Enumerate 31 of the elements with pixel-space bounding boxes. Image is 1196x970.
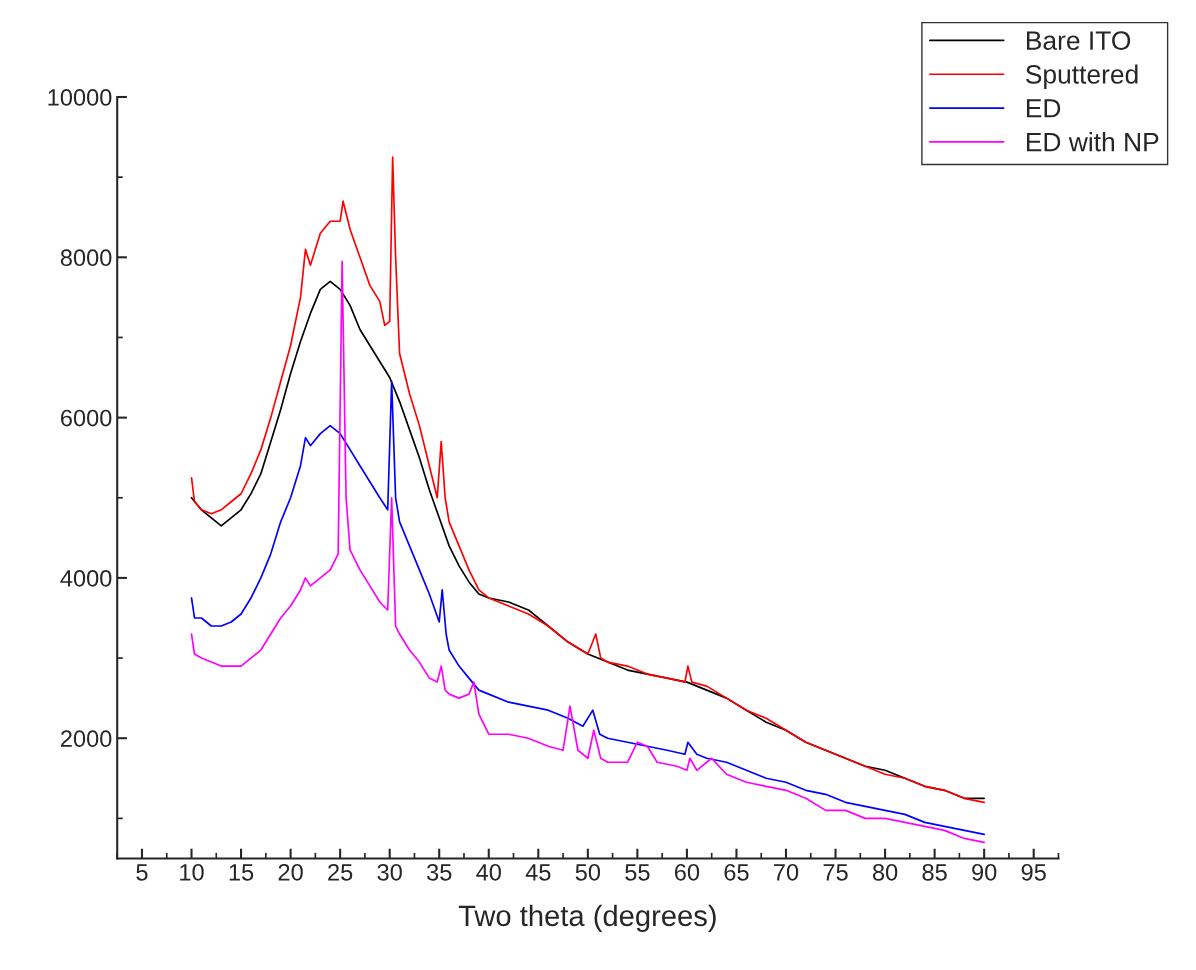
x-tick-label: 15	[229, 864, 254, 881]
x-tick-label: 70	[774, 863, 799, 881]
x-tick-label: 95	[1021, 863, 1046, 881]
x-tick-label: 30	[377, 863, 402, 881]
legend-label: ED	[1026, 99, 1061, 118]
x-tick-label: 20	[278, 863, 303, 881]
x-tick-label: 75	[823, 864, 848, 881]
y-tick-label: 8000	[60, 249, 112, 267]
x-tick-label: 25	[328, 863, 353, 881]
x-tick-label: 65	[724, 863, 749, 881]
legend-label: Bare ITO	[1026, 31, 1131, 50]
x-tick-label: 5	[136, 864, 148, 881]
x-tick-label: 80	[872, 863, 898, 881]
legend-label: ED with NP	[1026, 132, 1159, 152]
x-axis-title: Two theta (degrees)	[458, 904, 716, 932]
y-tick-label: 2000	[61, 730, 112, 748]
y-tick-label: 6000	[61, 409, 112, 427]
line-series	[190, 156, 985, 804]
x-tick-label: 55	[625, 864, 650, 881]
y-tick-label: 4000	[60, 569, 112, 587]
line-series	[190, 380, 985, 836]
x-tick-label: 85	[922, 863, 947, 881]
x-tick-label: 50	[575, 863, 601, 881]
x-tick-label: 90	[972, 863, 997, 881]
legend-label: Sputtered	[1026, 64, 1138, 89]
x-tick-label: 45	[525, 864, 551, 881]
x-tick-label: 40	[476, 863, 501, 881]
y-tick-label: 10000	[48, 89, 112, 106]
x-tick-label: 35	[426, 863, 452, 881]
x-tick-label: 10	[180, 863, 204, 881]
x-tick-label: 60	[674, 863, 700, 881]
